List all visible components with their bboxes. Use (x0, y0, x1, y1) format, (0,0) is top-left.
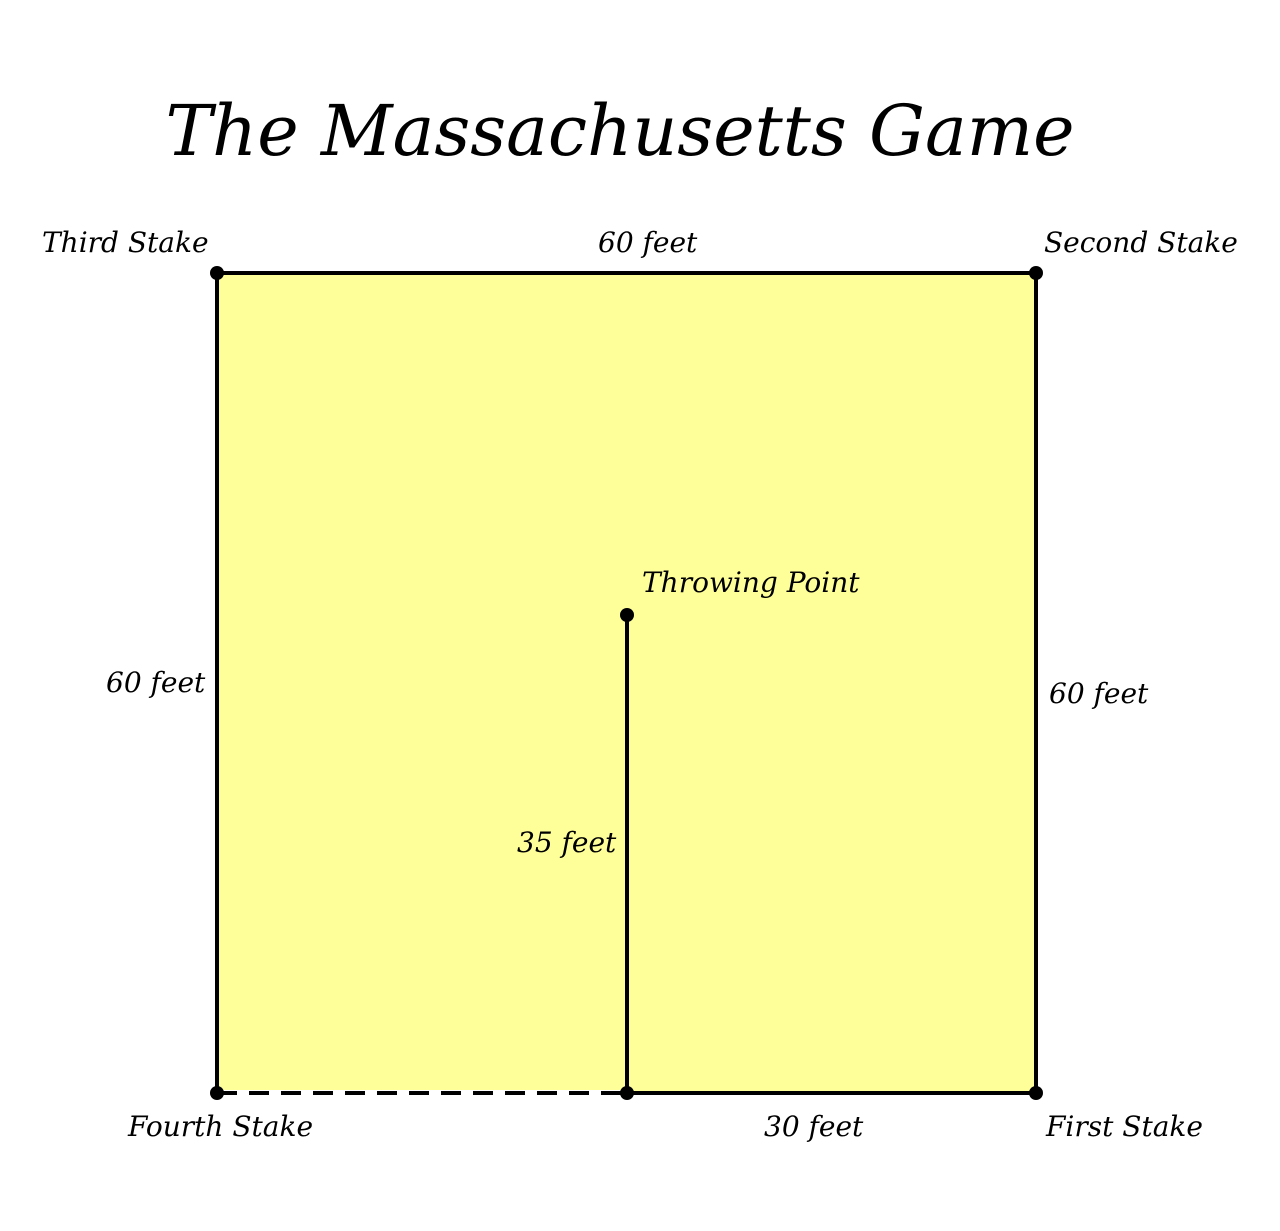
second-stake-point (1029, 266, 1043, 280)
first-stake-point (1029, 1086, 1043, 1100)
fourth-stake-point (210, 1086, 224, 1100)
third-stake-point (210, 266, 224, 280)
diagram-title: The Massachusetts Game (165, 90, 1074, 172)
throwing-point-dot (620, 608, 634, 622)
center-line-distance: 35 feet (517, 826, 617, 859)
right-side-distance: 60 feet (1049, 677, 1149, 710)
throwing-line-base-point (620, 1086, 634, 1100)
left-side-distance: 60 feet (106, 666, 206, 699)
bottom-right-distance: 30 feet (764, 1110, 864, 1143)
top-side-distance: 60 feet (598, 226, 698, 259)
fourth-stake-label: Fourth Stake (127, 1110, 313, 1143)
second-stake-label: Second Stake (1044, 226, 1238, 259)
first-stake-label: First Stake (1045, 1110, 1203, 1143)
third-stake-label: Third Stake (42, 226, 209, 259)
throwing-point-label: Throwing Point (642, 566, 860, 599)
